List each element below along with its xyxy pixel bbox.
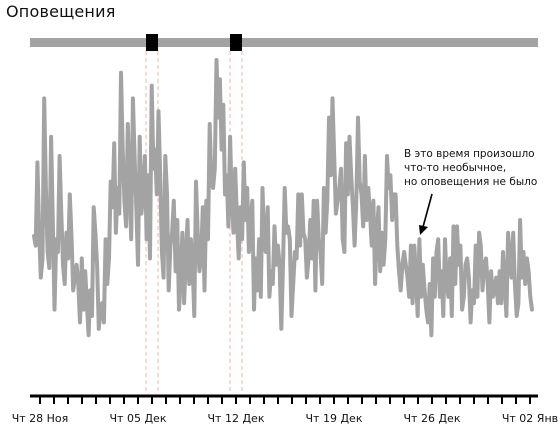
annotation-line: В это время произошло [404,148,535,160]
annotation-arrow [419,193,433,235]
x-tick-label: Чт 26 Дек [404,412,461,425]
annotation-line: что-то необычное, [404,162,507,174]
series-line [32,58,534,338]
x-axis-tick-labels: Чт 28 Ноя Чт 05 Дек Чт 12 Дек Чт 19 Дек Чт 2… [12,412,558,425]
x-tick-label: Чт 05 Дек [110,412,167,425]
alert-marker-0 [146,34,158,51]
alert-marker-1 [230,34,242,51]
x-tick-label: Чт 19 Дек [306,412,363,425]
x-axis-minor-ticks [39,396,531,404]
page-title: Оповещения [6,2,116,21]
x-tick-label: Чт 12 Дек [208,412,265,425]
alert-timeline [30,38,538,47]
annotation-text: В это время произошло что-то необычное, … [404,147,554,189]
alert-markers [146,34,242,51]
x-tick-label: Чт 28 Ноя [12,412,69,425]
annotation-line: но оповещения не было [404,176,538,188]
x-tick-label: Чт 02 Янв [502,412,558,425]
